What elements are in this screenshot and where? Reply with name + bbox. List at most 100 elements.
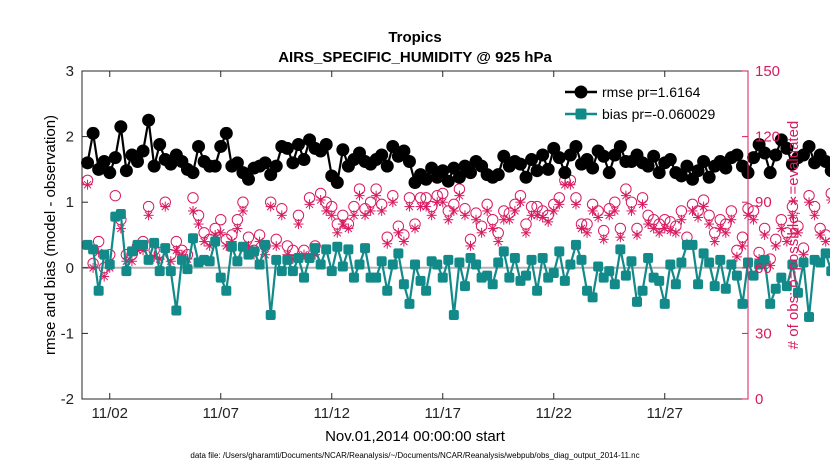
legend-rmse-marker: [574, 85, 588, 99]
bias-point: [393, 248, 404, 259]
obs-evaluated-point: [476, 227, 487, 238]
rmse-point: [214, 139, 228, 153]
bias-point: [537, 252, 548, 263]
rmse-point: [730, 148, 744, 162]
legend-bias-marker: [575, 108, 587, 120]
bias-point: [154, 266, 165, 277]
obs-evaluated-point: [515, 197, 526, 208]
rmse-point: [114, 120, 128, 134]
obs-evaluated-point: [698, 201, 709, 212]
obs-evaluated-point: [504, 214, 515, 225]
bias-point: [321, 244, 332, 255]
obs-evaluated-point: [537, 212, 548, 223]
obs-evaluated-point: [731, 251, 742, 262]
bias-point: [176, 254, 187, 265]
bias-point: [654, 275, 665, 286]
rmse-point: [147, 159, 161, 173]
obs-evaluated-point: [737, 240, 748, 251]
obs-evaluated-point: [620, 190, 631, 201]
rmse-point: [674, 169, 688, 183]
obs-evaluated-point: [820, 236, 830, 247]
obs-evaluated-point: [554, 199, 565, 210]
bias-point: [149, 237, 160, 248]
obs-evaluated-point: [215, 227, 226, 238]
bias-point: [820, 248, 830, 259]
obs-evaluated-point: [609, 205, 620, 216]
bias-point: [709, 281, 720, 292]
y-tick-label: 1: [66, 194, 74, 211]
obs-evaluated-point: [726, 214, 737, 225]
bias-point: [482, 270, 493, 281]
rmse-series: [81, 113, 830, 190]
bias-point: [326, 266, 337, 277]
bias-point: [504, 272, 515, 283]
bias-point: [570, 239, 581, 250]
obs-evaluated-point: [193, 219, 204, 230]
bias-point: [770, 283, 781, 294]
obs-evaluated-point: [781, 236, 792, 247]
bias-point: [620, 270, 631, 281]
bias-point: [143, 254, 154, 265]
y-axis-left: -2 -1 0 1 2 3: [61, 63, 88, 408]
obs-evaluated-point: [787, 210, 798, 221]
obs-evaluated-point: [759, 230, 770, 240]
rmse-point: [613, 139, 627, 153]
bias-point: [731, 270, 742, 281]
rmse-point: [208, 159, 222, 173]
bias-point: [687, 239, 698, 250]
obs-evaluated-point: [826, 196, 830, 204]
obs-evaluated-point: [693, 212, 704, 223]
obs-evaluated-point: [326, 210, 337, 221]
bias-point: [565, 259, 576, 270]
rmse-point: [769, 148, 783, 162]
bias-point: [759, 254, 770, 265]
bias-point: [215, 272, 226, 283]
bias-point: [160, 243, 171, 254]
bias-point: [493, 257, 504, 268]
legend-box: [560, 80, 740, 126]
bias-point: [121, 266, 132, 277]
rmse-point: [680, 159, 694, 173]
obs-possible-point: [187, 192, 199, 204]
rmse-point: [519, 170, 533, 184]
rmse-point: [380, 159, 394, 173]
rmse-point: [763, 166, 777, 180]
bias-point: [348, 272, 359, 283]
obs-evaluated-point: [315, 195, 326, 206]
rmse-point: [441, 174, 455, 188]
bias-point: [643, 252, 654, 263]
rmse-point: [747, 151, 761, 165]
obs-possible-point: [215, 213, 227, 226]
rmse-point: [330, 176, 344, 190]
bias-point: [254, 259, 265, 270]
y-tick-label-right: 60: [755, 260, 772, 277]
bias-point: [271, 254, 282, 265]
rmse-point: [402, 155, 416, 169]
bias-point: [315, 259, 326, 270]
legend-rmse-label: rmse pr=1.6164: [602, 84, 701, 100]
rmse-point: [697, 155, 711, 169]
obs-evaluated-point: [232, 223, 243, 234]
obs-evaluated-point: [720, 227, 731, 238]
bias-point: [487, 279, 498, 290]
bias-point: [282, 254, 293, 265]
rmse-point: [230, 156, 244, 170]
bias-point: [410, 259, 420, 270]
bias-point: [448, 310, 459, 321]
bias-point: [804, 312, 815, 322]
bias-point: [781, 281, 792, 292]
y-tick-label-right: 150: [755, 63, 780, 80]
obs-evaluated-point: [443, 214, 454, 225]
obs-evaluated-point: [265, 201, 276, 212]
rmse-point: [464, 166, 477, 180]
bias-point: [287, 266, 298, 277]
obs-evaluated-point: [615, 232, 626, 243]
rmse-point: [647, 149, 661, 163]
bias-point: [182, 264, 193, 275]
bias-point: [459, 281, 470, 292]
obs-evaluated-point: [643, 219, 654, 230]
obs-evaluated-point: [188, 205, 198, 216]
rmse-point: [452, 170, 466, 184]
obs-evaluated-point: [354, 190, 365, 201]
